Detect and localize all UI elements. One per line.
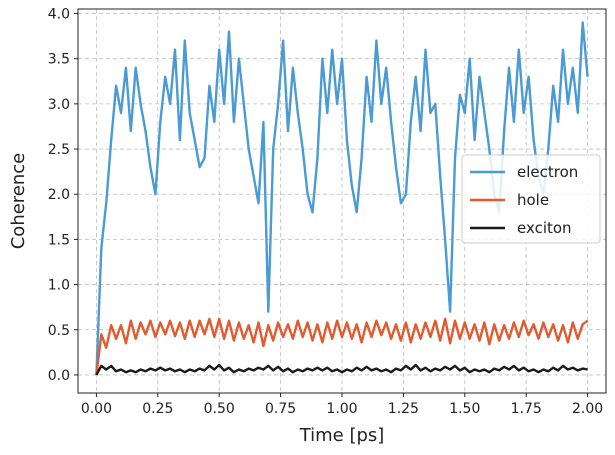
- legend: electron hole exciton: [461, 154, 601, 244]
- y-tick-label: 2.0: [48, 187, 70, 203]
- x-tick-label: 0.50: [204, 401, 235, 417]
- series-lines: [95, 21, 589, 376]
- x-tick-label: 0.75: [265, 401, 296, 417]
- y-tick-label: 0.0: [48, 368, 70, 384]
- y-tick-label: 0.5: [48, 323, 70, 339]
- legend-label-hole: hole: [517, 191, 549, 209]
- x-axis-label: Time [ps]: [299, 425, 385, 446]
- x-tick-label: 2.00: [572, 401, 603, 417]
- x-tick-label: 1.25: [388, 401, 419, 417]
- y-axis-label: Coherence: [8, 153, 29, 250]
- series-line-exciton: [95, 363, 588, 376]
- x-tick-label: 0.25: [142, 401, 173, 417]
- y-tick-label: 2.5: [48, 142, 70, 158]
- y-tick-label: 4.0: [48, 7, 70, 23]
- y-tick-label: 1.5: [48, 232, 70, 248]
- x-axis-ticks: 0.00 0.25 0.50 0.75 1.00 1.25 1.50 1.75 2.00: [81, 393, 603, 417]
- legend-box: [461, 154, 601, 244]
- x-tick-label: 1.00: [326, 401, 357, 417]
- legend-label-exciton: exciton: [517, 219, 572, 237]
- y-axis-ticks: 0.0 0.5 1.0 1.5 2.0 2.5 3.0 3.5 4.0: [48, 7, 78, 384]
- legend-label-electron: electron: [517, 163, 578, 181]
- x-tick-label: 1.75: [511, 401, 542, 417]
- series-line-electron: [95, 21, 589, 375]
- x-tick-label: 0.00: [81, 401, 112, 417]
- y-tick-label: 1.0: [48, 278, 70, 294]
- series-line-hole: [95, 317, 589, 376]
- y-tick-label: 3.0: [48, 97, 70, 113]
- x-tick-label: 1.50: [449, 401, 480, 417]
- y-tick-label: 3.5: [48, 52, 70, 68]
